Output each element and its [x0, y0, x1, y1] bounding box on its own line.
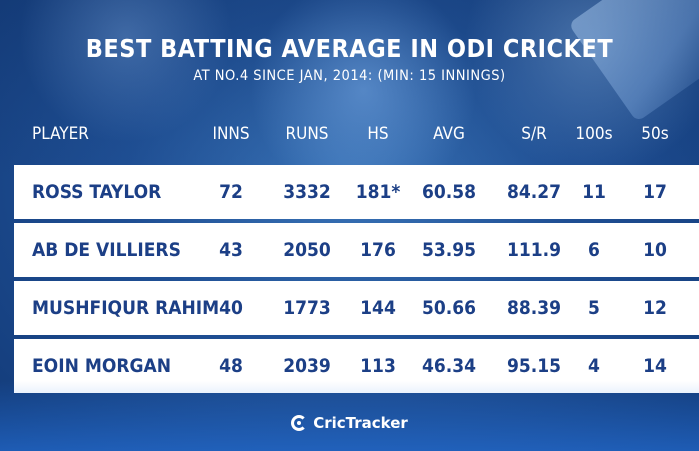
hundreds-value: 6: [588, 239, 600, 261]
table-row: AB DE VILLIERS 43 2050 176 53.95 111.9 6…: [14, 223, 699, 277]
hundreds-value: 5: [588, 297, 600, 319]
innings-value: 48: [219, 355, 243, 377]
table-row: EOIN MORGAN 48 2039 113 46.34 95.15 4 14: [14, 339, 699, 393]
column-header-hs: HS: [367, 124, 389, 144]
innings-value: 43: [219, 239, 243, 261]
hundreds-value: 4: [588, 355, 600, 377]
brand-name: CricTracker: [313, 414, 408, 432]
average-value: 53.95: [421, 239, 477, 261]
bottom-gradient: [0, 381, 699, 451]
strike-rate-value: 84.27: [506, 181, 562, 203]
strike-rate-value: 88.39: [506, 297, 562, 319]
column-header-sr: S/R: [521, 124, 547, 144]
column-header-50s: 50s: [641, 124, 669, 144]
strike-rate-value: 111.9: [506, 239, 562, 261]
brand-logo: CricTracker: [0, 414, 699, 432]
fifties-value: 17: [643, 181, 667, 203]
fifties-value: 12: [643, 297, 667, 319]
highest-score-value: 181*: [355, 181, 401, 203]
fifties-value: 14: [643, 355, 667, 377]
column-header-player: PLAYER: [32, 124, 89, 144]
fifties-value: 10: [643, 239, 667, 261]
table-row: ROSS TAYLOR 72 3332 181* 60.58 84.27 11 …: [14, 165, 699, 219]
column-header-100s: 100s: [575, 124, 613, 144]
strike-rate-value: 95.15: [506, 355, 562, 377]
player-name: AB DE VILLIERS: [32, 239, 181, 261]
innings-value: 72: [219, 181, 243, 203]
table-header: PLAYER INNS RUNS HS AVG S/R 100s 50s: [14, 117, 699, 151]
column-header-inns: INNS: [212, 124, 250, 144]
runs-value: 2039: [283, 355, 331, 377]
highest-score-value: 113: [360, 355, 396, 377]
hundreds-value: 11: [582, 181, 606, 203]
player-name: EOIN MORGAN: [32, 355, 172, 377]
column-header-avg: AVG: [433, 124, 465, 144]
innings-value: 40: [219, 297, 243, 319]
player-name: ROSS TAYLOR: [32, 181, 162, 203]
column-header-runs: RUNS: [285, 124, 329, 144]
table-row: MUSHFIQUR RAHIM 40 1773 144 50.66 88.39 …: [14, 281, 699, 335]
page-title: BEST BATTING AVERAGE IN ODI CRICKET: [85, 34, 614, 63]
average-value: 50.66: [421, 297, 477, 319]
average-value: 46.34: [421, 355, 477, 377]
runs-value: 1773: [283, 297, 331, 319]
runs-value: 3332: [283, 181, 331, 203]
average-value: 60.58: [421, 181, 477, 203]
runs-value: 2050: [283, 239, 331, 261]
crictracker-logo-icon: [291, 415, 308, 431]
highest-score-value: 176: [360, 239, 396, 261]
page-subtitle: AT NO.4 SINCE JAN, 2014: (MIN: 15 INNING…: [193, 68, 506, 84]
player-name: MUSHFIQUR RAHIM: [32, 297, 220, 319]
highest-score-value: 144: [360, 297, 396, 319]
